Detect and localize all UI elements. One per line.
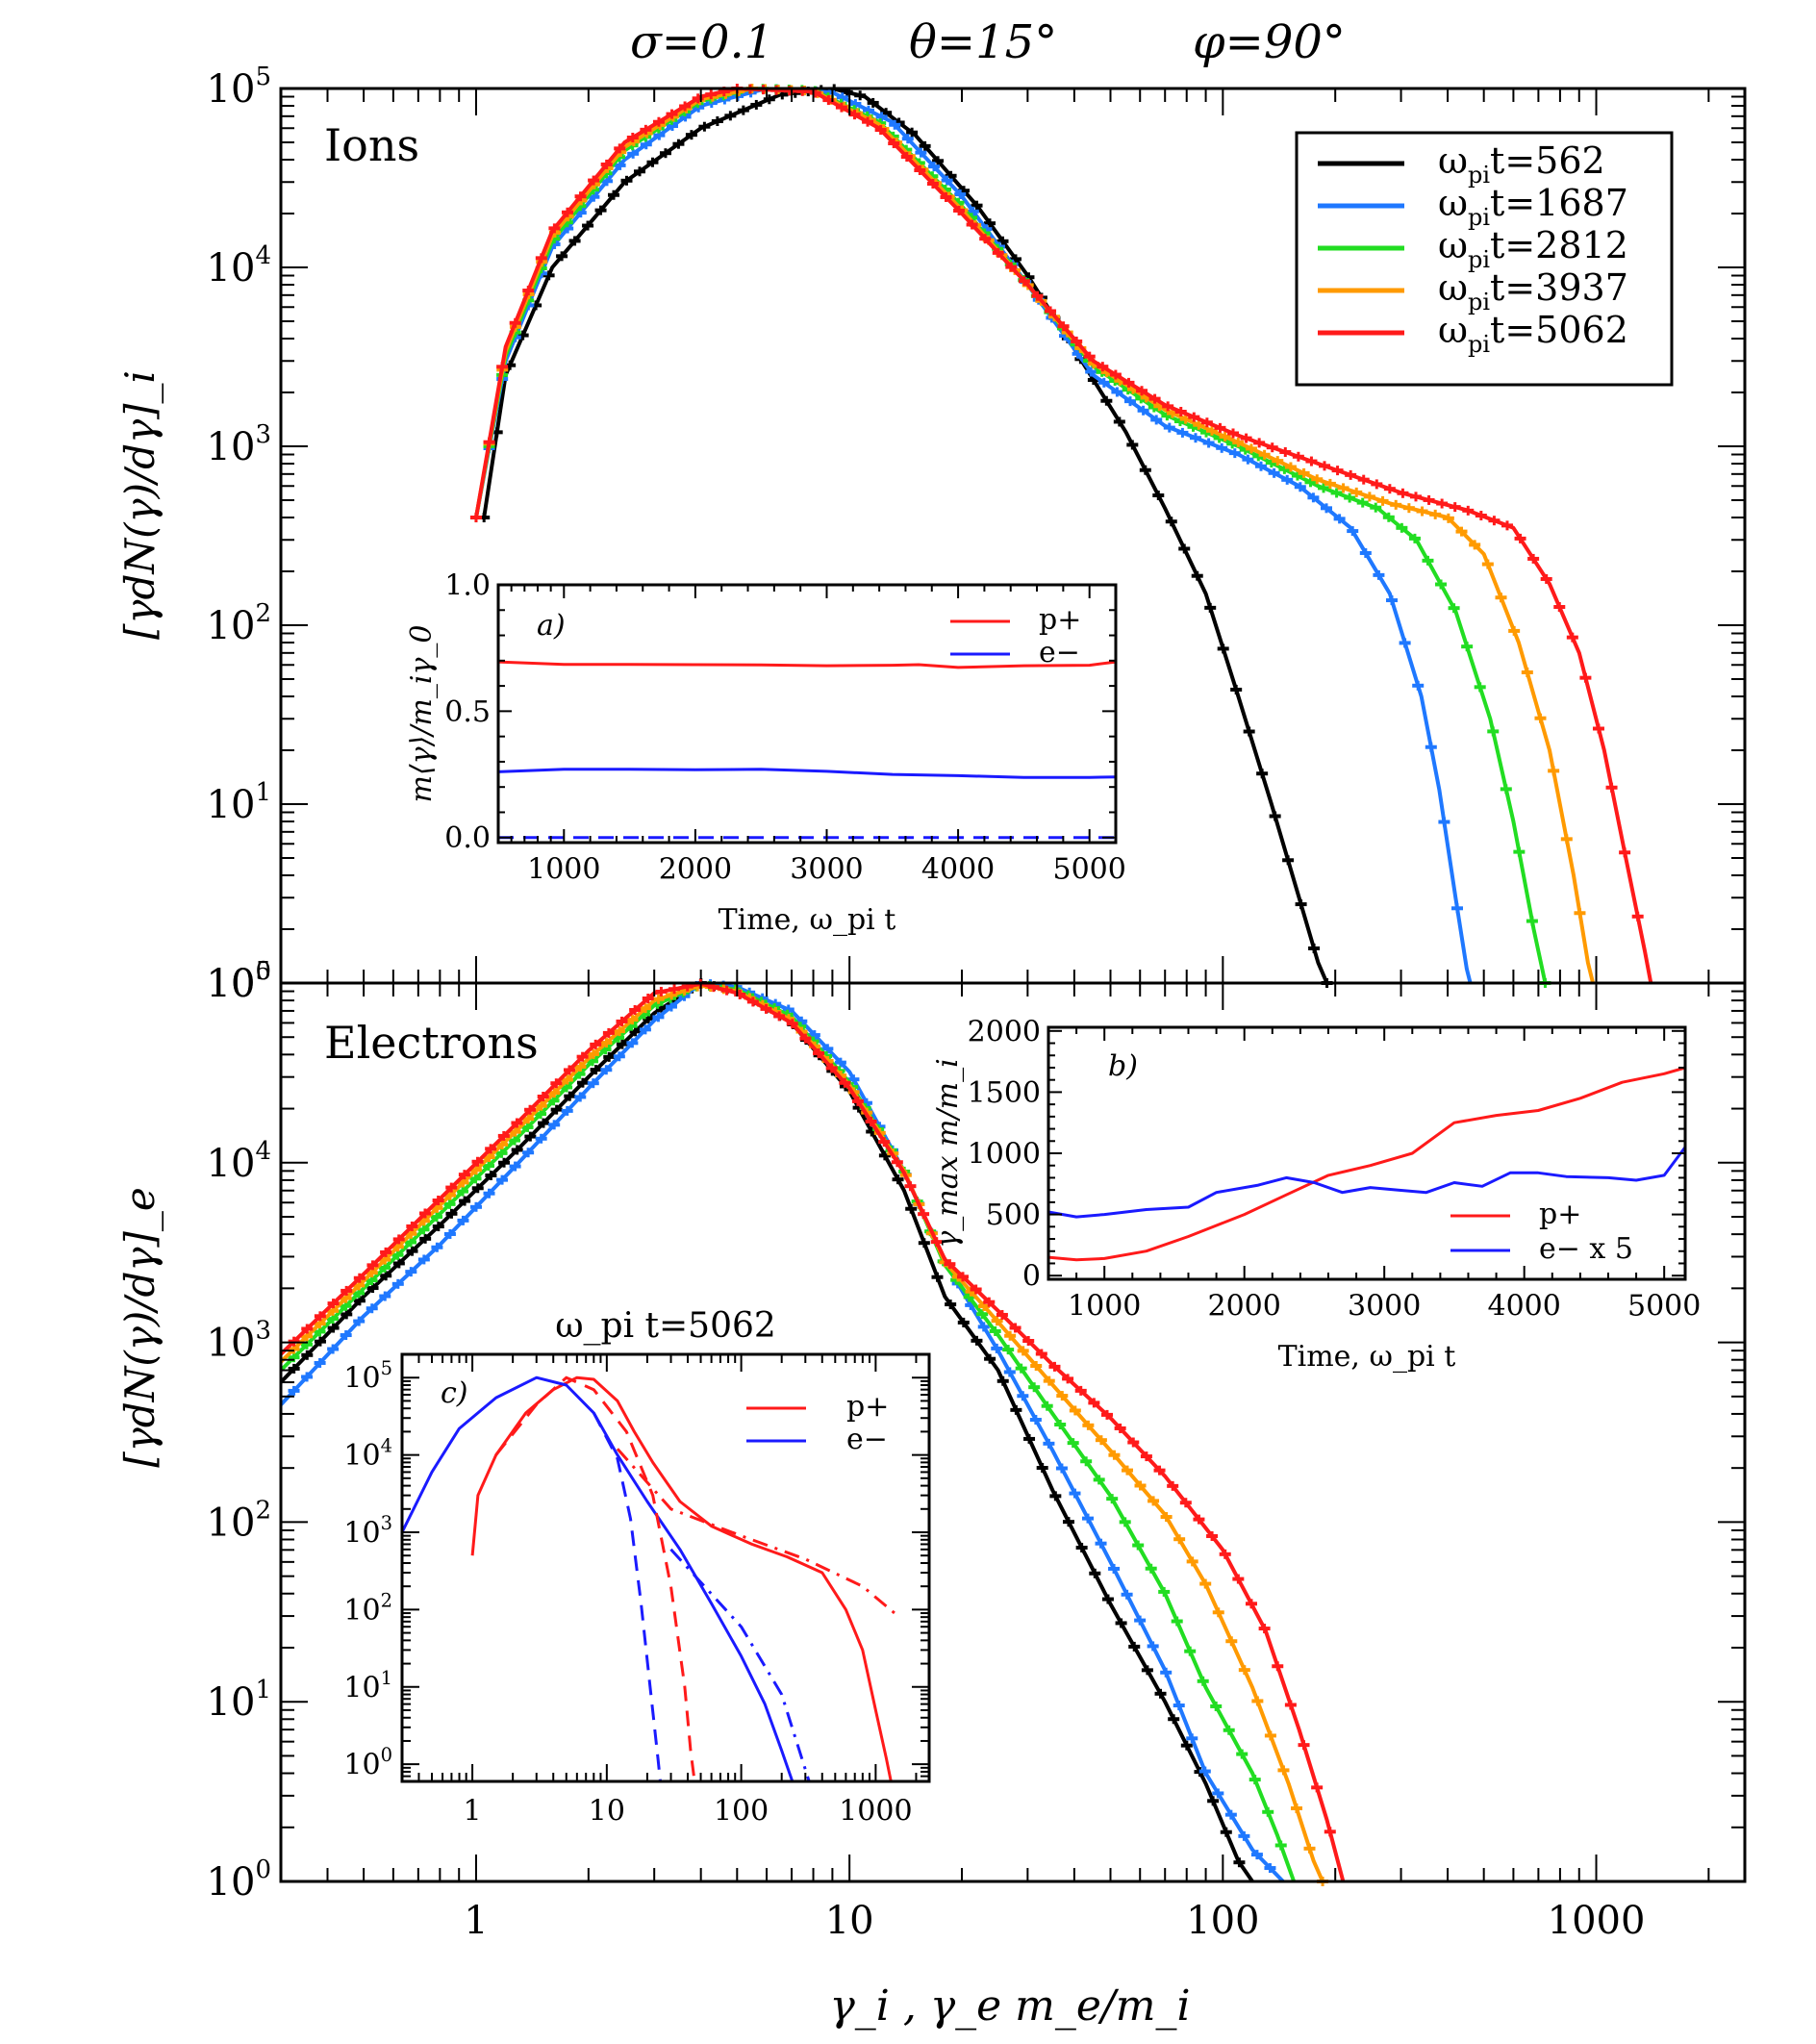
inset-b-series-e [1047,1146,1687,1219]
inset-c-legend-label-p: p+ [846,1390,889,1424]
inset-a-ytick-label: 1.0 [444,569,491,603]
electrons-xtick-label: 10 [825,1899,874,1943]
inset-c-xtick-label: 100 [714,1795,769,1829]
inset-a-ytick-label: 0.5 [444,695,491,729]
inset-a-xtick-label: 3000 [790,853,863,887]
electrons-xtick-label: 1 [464,1899,488,1943]
electrons-frame [279,981,1747,1883]
legend-label-562: ωpit=562 [1438,139,1605,189]
inset-a-ytick-label: 0.0 [444,821,491,855]
ions-ytick-label: 105 [207,63,271,112]
inset-b-ytick-label: 1500 [968,1076,1041,1110]
electrons-ylabel: [γdN(γ)/dγ]_e [116,1187,164,1467]
header-theta: θ=15° [909,15,1057,69]
inset-a-xtick-label: 1000 [527,853,600,887]
ions-series-562 [482,88,1329,983]
legend-label-2812: ωpit=2812 [1438,224,1628,273]
main-xlabel: γ_i , γ_e m_e/m_i [829,1981,1190,2031]
ions-label: Ions [324,119,419,171]
ions-panel: 100101102103104105ωpit=562ωpit=1687ωpit=… [207,63,1747,1006]
electrons-ytick-label: 105 [207,957,271,1006]
inset-a-legend-label-e: e− [1039,636,1080,669]
inset-b-ytick-label: 0 [1022,1260,1041,1294]
inset-c-bg [402,1354,929,1781]
electrons-ytick-label: 100 [207,1855,271,1905]
electrons-ytick-label: 103 [207,1317,271,1366]
ions-ytick-label: 100 [207,957,271,1006]
inset-a-frame [496,583,1118,845]
electrons-xtick-label: 1000 [1548,1899,1646,1943]
inset-c-ytick-label: 101 [343,1667,392,1705]
inset-c-ytick-label: 103 [343,1512,392,1551]
inset-a-bg [498,585,1116,843]
ions-ylabel: [γdN(γ)/dγ]_i [116,370,164,640]
ions-ytick-label: 101 [207,778,271,827]
ions-ytick-label: 103 [207,420,271,469]
inset-b-ytick-label: 500 [986,1199,1041,1232]
legend-label-5062: ωpit=5062 [1438,309,1628,358]
inset-b-ytick-label: 2000 [968,1015,1041,1048]
inset-c-series-e [402,1375,794,1781]
inset-c-xtick-label: 1 [464,1795,482,1829]
inset-c-panel: 1 10 100 1000 100 101 102 103 104 105 ω_pi t=5062 c… [343,1306,931,1829]
legend-label-1687: ωpit=1687 [1438,182,1628,231]
inset-b-xtick-label: 5000 [1627,1290,1701,1324]
inset-c-series-e-powerlaw [669,1548,811,1781]
inset-a-xlabel: Time, ω_pi t [719,903,896,937]
inset-c-series-e-fit [592,1412,662,1781]
inset-c-xtick-label: 10 [589,1795,625,1829]
header-sigma: σ=0.1 [630,15,773,69]
inset-c-title: ω_pi t=5062 [555,1306,776,1346]
inset-c-frame [400,1352,931,1783]
inset-b-panel: 1000 2000 3000 4000 5000 0 500 1000 1500 2000 Time… [931,1015,1701,1374]
inset-b-xtick-label: 4000 [1488,1290,1561,1324]
inset-a-panel-label: a) [537,609,566,643]
inset-a-xtick-label: 2000 [659,853,732,887]
inset-c-panel-label: c) [441,1376,468,1410]
inset-b-panel-label: b) [1108,1049,1138,1083]
inset-b-series-p [1047,1066,1686,1262]
inset-c-series-p [470,1375,893,1781]
electrons-label: Electrons [324,1017,539,1069]
ions-legend: ωpit=562ωpit=1687ωpit=2812ωpit=3937ωpit=… [1295,131,1674,387]
inset-a-legend-label-p: p+ [1039,603,1081,637]
inset-b-xtick-label: 1000 [1068,1290,1141,1324]
inset-a-ylabel: m⟨γ⟩/m_iγ_0 [405,625,439,803]
inset-a-panel: 1000 2000 3000 4000 5000 0.0 0.5 1.0 Time, ω_pi … [405,569,1126,938]
inset-b-ytick-label: 1000 [968,1138,1041,1172]
inset-b-legend-label-p: p+ [1539,1198,1581,1231]
inset-b-xlabel: Time, ω_pi t [1278,1340,1456,1374]
electrons-ytick-label: 101 [207,1676,271,1725]
ions-ytick-label: 102 [207,599,271,648]
inset-c-ytick-label: 105 [343,1357,392,1396]
electrons-ytick-label: 102 [207,1496,271,1545]
inset-a-series-e [497,768,1117,779]
inset-b-ylabel: γ_max m/m_i [931,1058,965,1248]
inset-a-xtick-label: 5000 [1053,853,1126,887]
legend-label-3937: ωpit=3937 [1438,266,1628,315]
inset-c-legend-label-e: e− [846,1423,888,1456]
electrons-xtick-label: 100 [1186,1899,1259,1943]
inset-b-xtick-label: 3000 [1348,1290,1421,1324]
inset-a-series-p [497,660,1117,669]
inset-c-series-p-fit [494,1375,696,1781]
header-phi: φ=90° [1193,15,1346,69]
ions-legend-frame [1295,131,1674,387]
ions-ytick-label: 104 [207,241,271,290]
inset-b-bg [1048,1027,1685,1279]
inset-c-ytick-label: 100 [343,1744,392,1782]
electrons-ytick-label: 104 [207,1137,271,1186]
inset-c-xtick-label: 1000 [839,1795,912,1829]
inset-c-ytick-label: 102 [343,1589,392,1628]
inset-a-xtick-label: 4000 [921,853,995,887]
inset-b-legend-label-e: e− x 5 [1539,1232,1633,1266]
ions-series-1687 [474,88,1473,983]
inset-c-ytick-label: 104 [343,1435,392,1474]
inset-b-xtick-label: 2000 [1208,1290,1281,1324]
